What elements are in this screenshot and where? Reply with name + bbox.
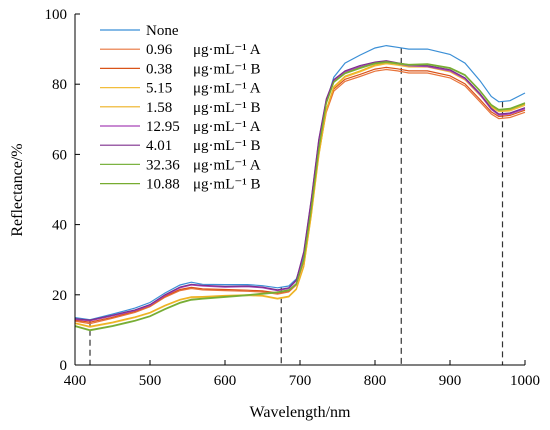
x-tick-label: 500 (139, 373, 162, 389)
series-line (74, 66, 526, 323)
legend-label-unit: μg·mL⁻¹ A (193, 81, 261, 97)
y-tick-label: 0 (60, 358, 68, 374)
reference-lines (89, 47, 504, 365)
series-line (74, 63, 526, 328)
legend-label-value: 4.01 (146, 138, 172, 154)
y-axis-label: Reflectance/% (9, 143, 26, 236)
legend-label-unit: μg·mL⁻¹ B (193, 100, 261, 116)
legend: None 0.96 μg·mL⁻¹ A 0.38 μg·mL⁻¹ B 5.15 μg·mL⁻… (100, 23, 261, 193)
legend-label-value: 32.36 (146, 157, 180, 173)
series-line (74, 61, 526, 331)
y-tick-label: 20 (52, 288, 67, 304)
legend-label-unit: μg·mL⁻¹ B (193, 177, 261, 193)
series-line (74, 68, 526, 325)
legend-label-value: 10.88 (146, 177, 180, 193)
series-line (74, 61, 526, 322)
x-tick-label: 600 (214, 373, 237, 389)
x-axis-label: Wavelength/nm (250, 404, 351, 421)
y-tick-label: 80 (52, 77, 67, 93)
axes (74, 14, 525, 366)
x-ticks: 400 500 600 700 800 900 1000 (64, 360, 540, 389)
x-tick-label: 1000 (510, 373, 540, 389)
legend-label-unit: μg·mL⁻¹ B (193, 138, 261, 154)
series-line (74, 60, 526, 321)
series-line (74, 61, 526, 332)
legend-label-unit: μg·mL⁻¹ A (193, 119, 261, 135)
legend-label: None (146, 23, 179, 39)
x-tick-label: 900 (439, 373, 462, 389)
series-layer (74, 44, 526, 332)
legend-label-value: 0.96 (146, 42, 173, 58)
legend-label-value: 0.38 (146, 61, 172, 77)
legend-label-unit: μg·mL⁻¹ A (193, 157, 261, 173)
y-tick-label: 40 (52, 218, 67, 234)
x-tick-label: 400 (64, 373, 87, 389)
legend-label-value: 1.58 (146, 100, 172, 116)
y-tick-label: 60 (52, 147, 67, 163)
legend-label-value: 5.15 (146, 81, 172, 97)
series-line (74, 62, 526, 328)
y-ticks: 0 20 40 60 80 100 (45, 7, 80, 374)
x-tick-label: 700 (289, 373, 312, 389)
legend-label-unit: μg·mL⁻¹ A (193, 42, 261, 58)
x-tick-label: 800 (364, 373, 387, 389)
y-tick-label: 100 (45, 7, 68, 23)
legend-label-value: 12.95 (146, 119, 180, 135)
legend-label-unit: μg·mL⁻¹ B (193, 61, 261, 77)
